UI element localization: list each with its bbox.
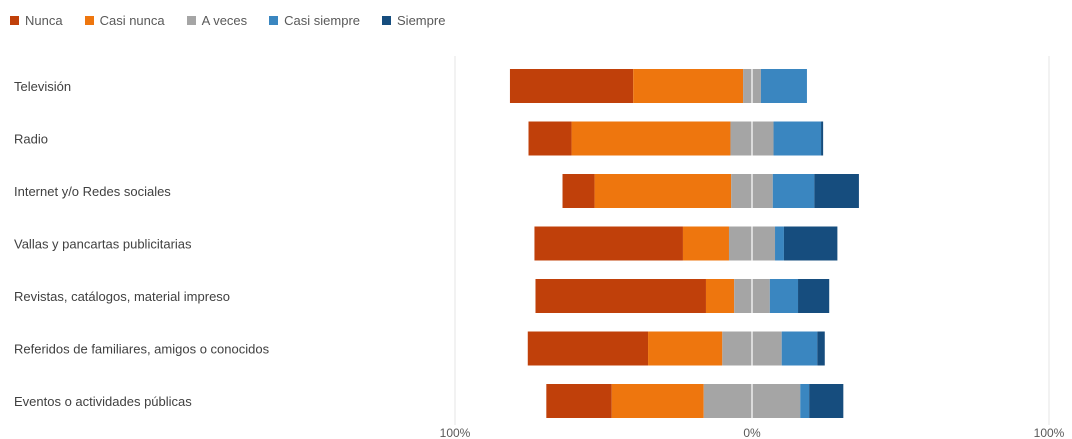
legend-label: Casi nunca — [99, 12, 165, 28]
legend-item-2: A veces — [186, 12, 248, 28]
bar-segment-siempre — [798, 279, 830, 313]
bar-segment-casi-siempre — [772, 174, 815, 208]
x-tick-label: 100% — [1034, 426, 1065, 439]
bar-segment-casi-siempre — [760, 69, 807, 103]
bar-segment-siempre — [783, 226, 838, 261]
bar-segment-nunca — [535, 279, 706, 313]
bar-segment-casi-nunca — [705, 279, 735, 313]
category-label: Televisión — [14, 79, 71, 94]
x-tick-label: 0% — [743, 426, 761, 439]
category-label: Radio — [14, 132, 48, 147]
bar-segment-casi-nunca — [682, 226, 729, 261]
x-tick-label: 100% — [440, 426, 471, 439]
legend-swatch — [269, 15, 279, 25]
legend-item-0: Nunca — [10, 13, 63, 28]
bar-segment-casi-nunca — [648, 331, 723, 366]
legend-swatch — [10, 15, 19, 25]
bar-segment-nunca — [528, 121, 572, 156]
category-label: Internet y/o Redes sociales — [14, 184, 171, 199]
legend-item-1: Casi nunca — [84, 12, 165, 28]
bar-segment-casi-siempre — [800, 384, 810, 418]
bar-segment-casi-siempre — [781, 331, 818, 366]
chart-legend: Nunca Casi nunca A veces Casi siempre Siempr… — [10, 10, 467, 30]
category-label: Eventos o actividades públicas — [14, 394, 192, 409]
bar-segment-siempre — [809, 384, 844, 418]
legend-item-4: Siempre — [382, 13, 445, 28]
bar-segment-nunca — [527, 331, 649, 366]
bar-segment-nunca — [562, 174, 595, 208]
legend-label: Casi siempre — [284, 12, 361, 28]
bar-segment-casi-nunca — [571, 121, 731, 156]
bar-segment-nunca — [534, 226, 683, 261]
bar-segment-siempre — [821, 121, 824, 156]
legend-swatch — [186, 15, 196, 25]
legend-item-3: Casi siempre — [269, 13, 360, 28]
category-label: Referidos de familiares, amigos o conoci… — [14, 342, 270, 357]
legend-label: Nunca — [25, 12, 63, 28]
bar-segment-nunca — [509, 69, 634, 103]
bar-segment-casi-siempre — [769, 279, 799, 313]
legend-label: A veces — [201, 12, 248, 28]
category-label: Vallas y pancartas publicitarias — [14, 237, 192, 252]
bar-segment-nunca — [546, 384, 612, 418]
category-label: Revistas, catálogos, material impreso — [14, 289, 230, 304]
bar-segment-casi-siempre — [775, 226, 784, 261]
legend-label: Siempre — [397, 12, 446, 28]
bar-segment-casi-nunca — [611, 384, 704, 418]
bar-segment-siempre — [817, 331, 825, 366]
legend-swatch — [382, 15, 392, 25]
bar-segment-casi-siempre — [773, 121, 822, 156]
legend-swatch — [84, 15, 94, 25]
bar-segment-casi-nunca — [594, 174, 732, 208]
bar-segment-casi-nunca — [633, 69, 744, 103]
bar-segment-siempre — [814, 174, 859, 208]
